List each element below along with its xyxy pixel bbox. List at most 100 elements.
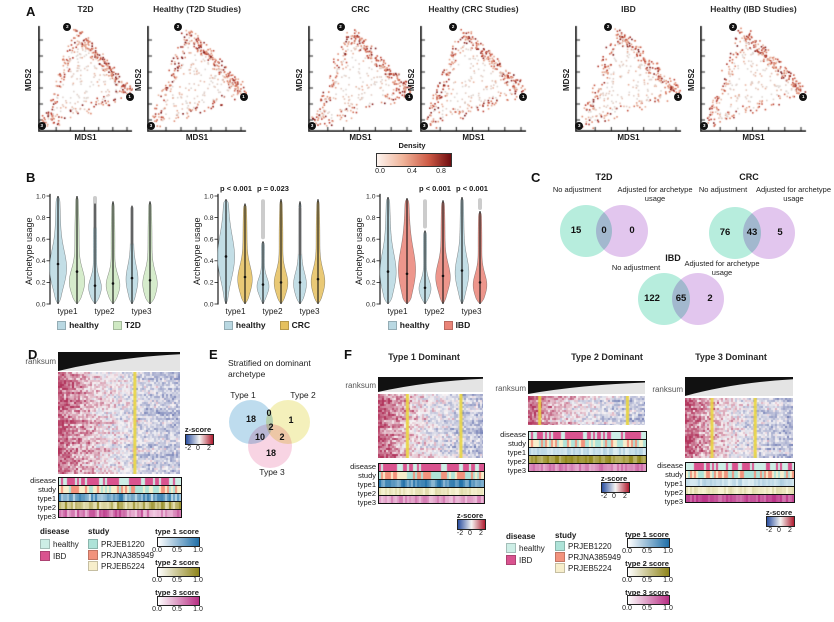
- zscore-title: z-score: [456, 511, 484, 520]
- legend-item-study: PRJEB5224: [555, 563, 612, 573]
- zscore-tick: 0: [612, 493, 616, 500]
- venn3-count: 10: [254, 432, 265, 442]
- venn3-count: 0: [266, 408, 272, 418]
- venn3-set-label: Type 1: [230, 390, 256, 400]
- legend-item: CRC: [279, 320, 310, 330]
- mds-scatter-canvas: [575, 24, 682, 132]
- venn3-set-label: Type 3: [259, 467, 285, 477]
- annotation-row-label-disease: disease: [30, 476, 56, 485]
- score-colorbar: [627, 595, 670, 605]
- annotation-row-label-type1: type1: [664, 479, 683, 488]
- violin-legend: healthy CRC: [196, 320, 338, 330]
- archetype-vertex-badge: 2: [63, 23, 72, 32]
- annotation-strip-type3: [58, 509, 182, 518]
- archetype-vertex-badge: 1: [125, 93, 134, 102]
- score-tick: 1.0: [663, 548, 673, 555]
- violin-ytick: 1.0: [366, 193, 376, 200]
- archetype-vertex-badge: 3: [147, 121, 155, 130]
- annotation-row-label-type1: type1: [507, 448, 526, 457]
- venn-right-circle: [596, 205, 648, 257]
- violin-legend: healthy IBD: [358, 320, 500, 330]
- violin-ytick: 0.6: [366, 237, 376, 244]
- y-axis-label: MDS2: [687, 68, 696, 92]
- violin-ytick: 0.8: [366, 215, 376, 222]
- zscore-tick: 2: [788, 527, 792, 534]
- score-tick: 0.0: [622, 577, 632, 584]
- violin-ytick: 0.0: [366, 301, 376, 308]
- violin-ytick: 0.4: [366, 258, 376, 265]
- score-tick: 1.0: [193, 606, 203, 613]
- legend-item-ibd: IBD: [506, 555, 532, 565]
- score-colorbar: [157, 596, 200, 606]
- plot-title: Healthy (IBD Studies): [710, 4, 797, 14]
- heatmap-canvas-d: [58, 372, 180, 474]
- legend-label: healthy: [235, 320, 266, 330]
- p-value: p < 0.001: [220, 184, 252, 193]
- ranksum-wedge: [58, 352, 180, 371]
- y-axis-label: Archetype usage: [24, 217, 34, 285]
- venn-right-label: Adjusted for archetype usage: [684, 259, 760, 277]
- legend-label: IBD: [455, 320, 471, 330]
- score-colorbar: [157, 537, 200, 547]
- annotation-row-label-type1: type1: [37, 494, 56, 503]
- annotation-row-label-type2: type2: [507, 457, 526, 466]
- score-tick: 1.0: [663, 577, 673, 584]
- annotation-row-label-type1: type1: [357, 480, 376, 489]
- annotation-row-label-type2: type2: [664, 488, 683, 497]
- score-tick: 1.0: [193, 547, 203, 554]
- heatmap-canvas-f1: [378, 394, 483, 458]
- archetype-vertex-badge: 3: [575, 121, 584, 130]
- legend-item-study: PRJNA385949: [88, 550, 154, 560]
- zscore-tick: -2: [600, 493, 608, 500]
- legend-label: PRJEB1220: [568, 541, 612, 551]
- score-tick: 0.5: [642, 577, 652, 584]
- legend-item: IBD: [443, 320, 471, 330]
- legend-item: healthy: [223, 320, 266, 330]
- score-tick: 0.0: [152, 577, 162, 584]
- zscore-tick: -2: [765, 527, 773, 534]
- mds-plot-ibd: IBD MDS2 MDS1 2 1 3: [562, 0, 683, 150]
- legend-item: healthy: [387, 320, 430, 330]
- legend-label: healthy: [519, 543, 545, 553]
- violin-ytick: 0.8: [204, 215, 214, 222]
- score-colorbar: [627, 538, 670, 548]
- legend-swatch: [555, 563, 565, 573]
- violin-ytick: 0.0: [204, 301, 214, 308]
- violin-ytick: 0.6: [36, 237, 46, 244]
- study-legend-title: study: [555, 531, 577, 540]
- zscore-colorbar: [185, 434, 214, 445]
- score-tick: 0.0: [152, 606, 162, 613]
- legend-swatch: [555, 541, 565, 551]
- venn3-circle-type3: [248, 424, 292, 468]
- y-axis-label: MDS2: [24, 68, 33, 92]
- score-legend-title: type 2 score: [155, 558, 199, 567]
- annotation-row-label-type3: type3: [664, 497, 683, 506]
- legend-swatch: [223, 320, 233, 330]
- venn-right-label: Adjusted for archetype usage: [617, 185, 693, 203]
- venn-count-left: 122: [644, 293, 660, 304]
- annotation-strips-d: [58, 477, 182, 518]
- annotation-strip-type3: [378, 495, 485, 504]
- plot-title: IBD: [621, 4, 636, 14]
- violin-group-label: type2: [94, 307, 114, 316]
- archetype-vertex-badge: 1: [799, 93, 808, 102]
- violin-svg: 1.0 0.8 0.6 0.4 0.2 0.0 type1 type2 type3: [36, 193, 158, 316]
- annotation-row-label-disease: disease: [657, 461, 683, 470]
- mds-plot-healthy-crc: Healthy (CRC Studies) MDS2 MDS1 2 1 3: [407, 0, 528, 150]
- zscore-tick: 2: [207, 445, 211, 452]
- annotation-row-label-type2: type2: [357, 489, 376, 498]
- zscore-title: z-score: [184, 425, 212, 434]
- panel-d-label: D: [28, 347, 38, 362]
- ranksum-wedge: [528, 381, 645, 394]
- mds-scatter-canvas: [308, 24, 413, 132]
- violin-group-label: type3: [461, 307, 481, 316]
- venn-title-crc: CRC: [739, 172, 759, 182]
- score-tick: 0.5: [642, 548, 652, 555]
- venn3-count: 18: [265, 448, 276, 458]
- zscore-tick: 0: [777, 527, 781, 534]
- venn-title-t2d: T2D: [595, 172, 613, 182]
- density-colorbar: [376, 153, 452, 167]
- annotation-strip-type3: [528, 463, 647, 472]
- score-tick: 0.5: [172, 606, 182, 613]
- density-legend-title: Density: [398, 141, 426, 150]
